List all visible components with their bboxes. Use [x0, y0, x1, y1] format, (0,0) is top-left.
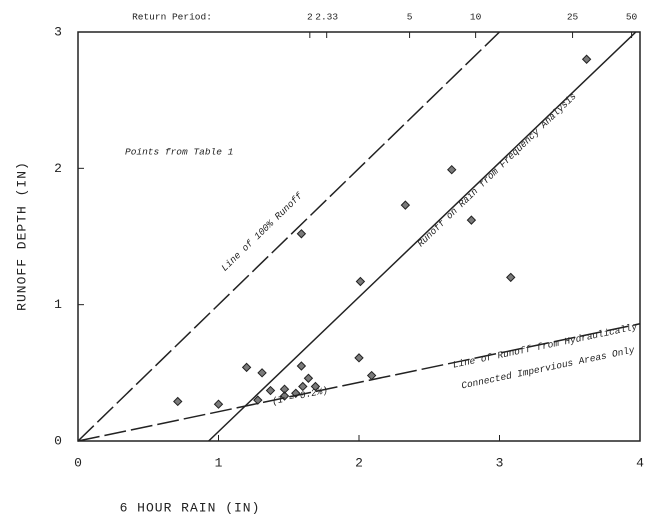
top-tick-label: 25 [567, 12, 579, 23]
data-point [296, 361, 307, 371]
data-point [466, 215, 477, 225]
data-point [447, 164, 457, 175]
data-point [506, 272, 516, 283]
reference-line [208, 31, 637, 442]
reference-line [77, 31, 501, 442]
data-point [366, 370, 377, 381]
top-tick-label: 10 [470, 12, 482, 23]
data-point [265, 385, 276, 396]
data-point [213, 399, 224, 409]
x-tick-label: 2 [355, 455, 363, 470]
data-point [279, 391, 290, 401]
top-tick-label: 5 [407, 12, 413, 23]
x-axis-label: 6 HOUR RAIN (IN) [120, 500, 261, 515]
data-point [298, 381, 308, 392]
line-label: Line of 100% Runoff [219, 190, 305, 273]
reference-line [77, 323, 641, 442]
top-tick-label: 50 [626, 12, 638, 23]
y-tick-label: 3 [54, 24, 62, 39]
data-point [253, 395, 263, 405]
y-axis-label: RUNOFF DEPTH (IN) [14, 161, 29, 311]
top-tick-label: 2.33 [315, 12, 338, 23]
x-tick-label: 1 [215, 455, 223, 470]
top-tick-label: 2 [307, 12, 313, 23]
line-label: Runoff on Rain from Frequency Analysis [415, 91, 579, 250]
data-point [241, 362, 252, 373]
data-point [310, 381, 321, 392]
data-point [581, 54, 592, 64]
data-point [400, 200, 411, 210]
x-tick-label: 3 [496, 455, 504, 470]
plot-frame [77, 31, 641, 442]
y-tick-label: 0 [54, 433, 62, 448]
data-point [257, 368, 267, 378]
data-point [291, 388, 301, 398]
data-point [173, 396, 183, 407]
data-point [354, 353, 364, 363]
data-point [296, 229, 307, 239]
line-label: Connected Impervious Areas Only [460, 345, 636, 392]
data-point [303, 373, 314, 383]
x-tick-label: 0 [74, 455, 82, 470]
data-point [355, 276, 366, 287]
x-tick-label: 4 [636, 455, 644, 470]
y-tick-label: 1 [54, 297, 62, 312]
top-axis-label: Return Period: [132, 12, 212, 23]
y-tick-label: 2 [54, 161, 62, 176]
legend-label: Points from Table 1 [125, 147, 233, 158]
